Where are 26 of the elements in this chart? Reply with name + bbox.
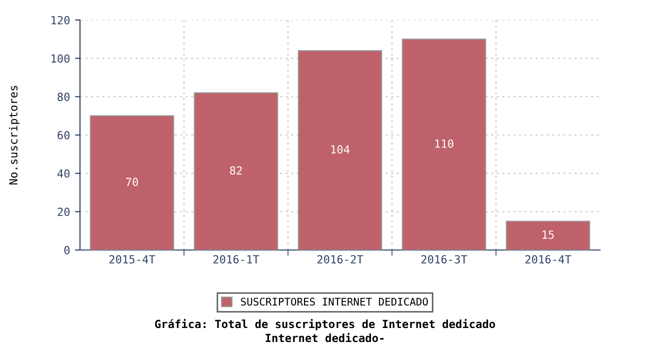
x-tick-label: 2016-3T (421, 255, 468, 264)
y-tick-label: 80 (58, 92, 70, 102)
x-tick-label: 2016-1T (213, 255, 260, 264)
data-label: 82 (230, 166, 242, 175)
data-label: 104 (331, 145, 350, 154)
bar (298, 50, 382, 250)
y-tick-label: 40 (57, 169, 70, 178)
data-label: 110 (435, 139, 454, 148)
y-tick-label: 0 (64, 246, 70, 254)
legend-label: SUSCRIPTORES INTERNET DEDICADO (241, 298, 428, 306)
bar (506, 220, 590, 250)
y-axis-title: No.suscriptores (8, 86, 20, 184)
bar (402, 38, 486, 250)
y-tick-label: 100 (52, 54, 70, 63)
y-tick-label: 20 (58, 208, 70, 216)
x-tick-label: 2016-4T (525, 255, 572, 264)
x-tick-label: 2015-4T (109, 255, 156, 264)
text: Gráfica: Total de suscriptores de Internet dedicado (155, 318, 496, 330)
text: Internet dedicado- (266, 332, 384, 342)
bar (194, 92, 278, 250)
data-label: 70 (126, 178, 138, 186)
bar (90, 115, 174, 250)
y-tick-label: 120 (52, 16, 70, 24)
y-tick-label: 60 (58, 131, 70, 140)
x-tick-label: 2016-2T (317, 255, 364, 264)
data-label: 15 (542, 230, 554, 239)
